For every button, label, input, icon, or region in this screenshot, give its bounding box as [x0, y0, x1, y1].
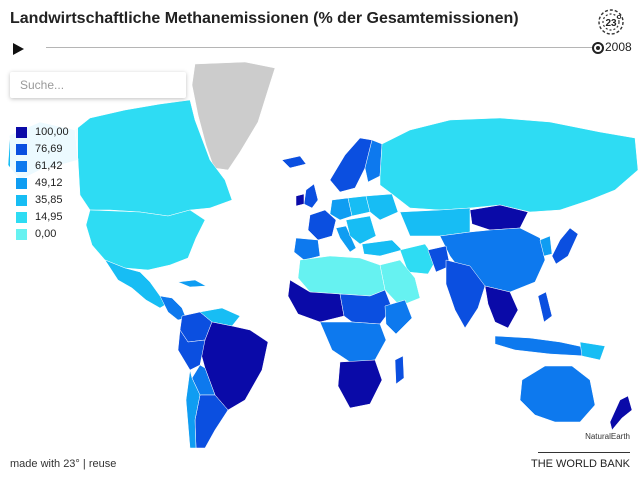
country-india[interactable]: [445, 259, 486, 329]
legend-item: 35,85: [16, 192, 72, 208]
country-russia[interactable]: [379, 117, 639, 213]
country-png[interactable]: [579, 341, 606, 361]
country-turkey[interactable]: [361, 239, 403, 257]
source-label: THE WORLD BANK: [530, 458, 630, 470]
legend-label: 14,95: [35, 211, 63, 223]
23-degrees-logo-icon[interactable]: 23: [597, 8, 625, 36]
legend-label: 49,12: [35, 177, 63, 189]
country-west-africa[interactable]: [287, 279, 345, 323]
legend-swatch: [16, 177, 27, 189]
country-balkans[interactable]: [345, 215, 377, 245]
country-japan[interactable]: [551, 227, 579, 265]
country-southeast-asia[interactable]: [484, 285, 519, 329]
legend-item: 0,00: [16, 226, 72, 242]
timeline: 2008: [12, 40, 632, 56]
country-greenland[interactable]: [191, 61, 276, 171]
legend-swatch: [16, 228, 27, 240]
legend-label: 76,69: [35, 143, 63, 155]
country-southern-africa[interactable]: [337, 359, 383, 409]
country-ireland[interactable]: [295, 193, 305, 207]
legend-label: 61,42: [35, 160, 63, 172]
legend-item: 61,42: [16, 158, 72, 174]
legend-item: 76,69: [16, 141, 72, 157]
country-canada[interactable]: [74, 99, 233, 217]
search-input[interactable]: [10, 72, 186, 98]
legend-label: 100,00: [35, 126, 69, 138]
country-australia[interactable]: [519, 365, 596, 423]
legend-label: 0,00: [35, 228, 57, 240]
timeline-handle[interactable]: [592, 42, 604, 54]
map-attribution: NaturalEarth: [585, 432, 630, 441]
country-new-zealand[interactable]: [609, 395, 633, 431]
world-map: [7, 61, 639, 449]
country-philippines[interactable]: [537, 291, 553, 323]
reuse-link[interactable]: reuse: [88, 458, 117, 470]
country-uk[interactable]: [303, 183, 319, 209]
svg-text:23: 23: [605, 18, 617, 29]
footer-divider: [538, 452, 630, 453]
legend-swatch: [16, 160, 27, 172]
legend: 100,00 76,69 61,42 49,12 35,85 14,95 0,00: [10, 118, 78, 247]
country-iceland[interactable]: [281, 155, 307, 169]
country-italy[interactable]: [335, 225, 357, 253]
country-ukraine[interactable]: [365, 193, 399, 221]
legend-swatch: [16, 211, 27, 223]
country-indonesia[interactable]: [494, 335, 589, 357]
country-horn-africa[interactable]: [384, 299, 413, 335]
timeline-track[interactable]: [46, 47, 598, 48]
legend-swatch: [16, 126, 27, 138]
country-north-africa[interactable]: [297, 255, 386, 297]
legend-label: 35,85: [35, 194, 63, 206]
made-with-link[interactable]: made with 23°: [10, 458, 80, 470]
legend-swatch: [16, 194, 27, 206]
timeline-year: 2008: [605, 40, 632, 54]
country-cuba[interactable]: [177, 279, 207, 288]
footer-separator: |: [79, 458, 89, 470]
legend-item: 49,12: [16, 175, 72, 191]
country-france[interactable]: [307, 209, 337, 241]
country-germany[interactable]: [329, 197, 353, 221]
play-icon[interactable]: [12, 42, 26, 56]
country-iberia[interactable]: [293, 237, 321, 261]
legend-swatch: [16, 143, 27, 155]
country-madagascar[interactable]: [394, 355, 405, 385]
footer-credit: made with 23° | reuse: [10, 458, 116, 470]
legend-item: 100,00: [16, 124, 72, 140]
country-kazakhstan[interactable]: [399, 207, 471, 237]
country-korea[interactable]: [539, 235, 553, 257]
country-usa[interactable]: [85, 209, 206, 271]
country-chile[interactable]: [185, 369, 201, 449]
country-central-africa[interactable]: [319, 321, 387, 363]
legend-item: 14,95: [16, 209, 72, 225]
country-venezuela[interactable]: [199, 307, 241, 327]
page-title: Landwirtschaftliche Methanemissionen (% …: [10, 10, 519, 27]
